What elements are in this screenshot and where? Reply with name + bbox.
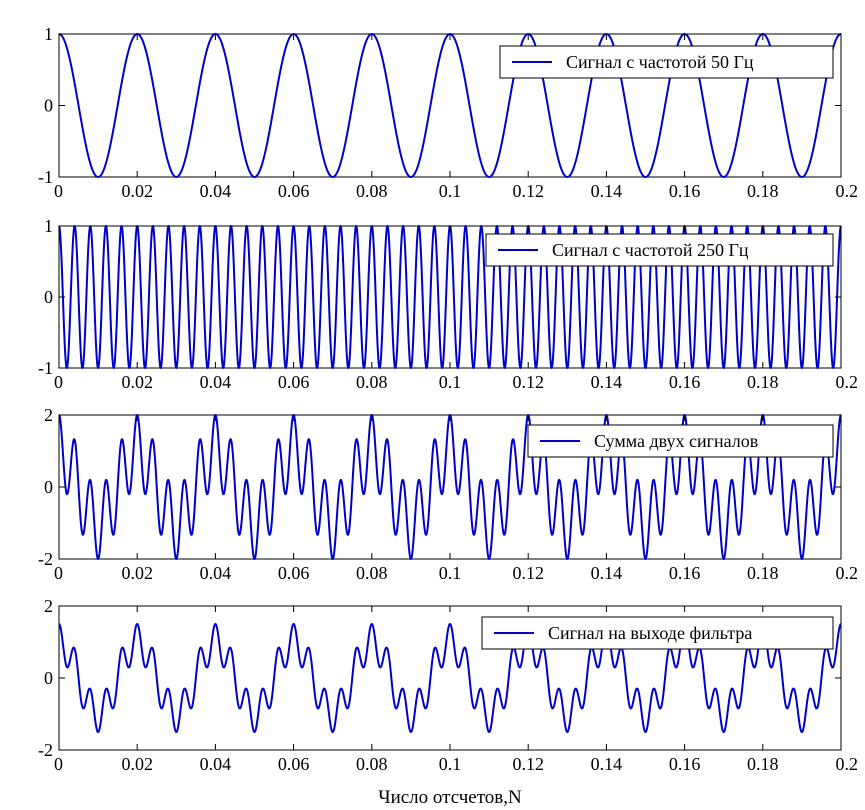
y-tick-label: 0 <box>44 96 53 116</box>
legend-box <box>485 233 834 267</box>
x-tick-label: 0.08 <box>356 181 388 201</box>
legend-label: Сигнал на выходе фильтра <box>548 623 752 643</box>
x-tick-label: 0.1 <box>439 181 462 201</box>
y-tick-label: 0 <box>44 477 53 497</box>
x-tick-label: 0.12 <box>512 754 544 774</box>
x-tick-label: 0.2 <box>836 754 859 774</box>
x-tick-label: 0.2 <box>836 372 859 392</box>
legend-label: Сумма двух сигналов <box>594 431 758 451</box>
y-tick-label: 1 <box>44 24 53 44</box>
x-tick-label: 0.16 <box>669 181 701 201</box>
legend: Сигнал с частотой 50 Гц <box>499 45 834 79</box>
x-tick-label: 0.14 <box>591 754 623 774</box>
x-tick-label: 0.06 <box>278 372 310 392</box>
legend: Сигнал на выходе фильтра <box>481 616 834 650</box>
x-tick-label: 0.12 <box>512 181 544 201</box>
x-tick-label: 0.1 <box>439 563 462 583</box>
x-tick-label: 0.18 <box>747 372 779 392</box>
signal-line <box>58 623 842 733</box>
x-tick-label: 0.12 <box>512 563 544 583</box>
y-tick-label: 2 <box>44 405 53 425</box>
x-tick-label: 0 <box>54 181 63 201</box>
y-tick-label: 0 <box>44 668 53 688</box>
x-tick-label: 0.08 <box>356 563 388 583</box>
legend: Сумма двух сигналов <box>527 424 834 458</box>
subplot-4: 0 0.02 0.04 0.06 0.08 0.1 0.12 0.14 0.16 0.18 0.2 -… <box>38 596 858 774</box>
y-tick-label: 2 <box>44 596 53 616</box>
x-tick-label: 0.06 <box>278 181 310 201</box>
legend-label: Сигнал с частотой 50 Гц <box>566 52 754 72</box>
x-tick-label: 0.06 <box>278 563 310 583</box>
y-tick-label: -1 <box>38 358 53 378</box>
legend-box <box>499 45 834 79</box>
x-tick-label: 0.18 <box>747 181 779 201</box>
x-tick-label: 0.02 <box>121 372 153 392</box>
y-tick-label: -2 <box>38 549 53 569</box>
x-tick-label: 0 <box>54 754 63 774</box>
x-tick-label: 0 <box>54 563 63 583</box>
x-tick-label: 0.02 <box>121 181 153 201</box>
x-tick-label: 0.16 <box>669 563 701 583</box>
y-tick-label: -1 <box>38 167 53 187</box>
subplot-2: 0 0.02 0.04 0.06 0.08 0.1 0.12 0.14 0.16 0.18 0.2 -… <box>38 216 858 392</box>
x-tick-label: 0.2 <box>836 181 859 201</box>
y-tick-label: 0 <box>44 287 53 307</box>
legend-box <box>481 616 834 650</box>
x-tick-label: 0.14 <box>591 563 623 583</box>
x-tick-label: 0.18 <box>747 754 779 774</box>
x-tick-label: 0.1 <box>439 372 462 392</box>
x-tick-label: 0.02 <box>121 563 153 583</box>
x-tick-label: 0.02 <box>121 754 153 774</box>
subplot-1: 0 0.02 0.04 0.06 0.08 0.1 0.12 0.14 0.16 0.18 0.2 -… <box>38 24 858 201</box>
x-tick-label: 0 <box>54 372 63 392</box>
subplot-3: 0 0.02 0.04 0.06 0.08 0.1 0.12 0.14 0.16 0.18 0.2 -… <box>38 405 858 583</box>
x-tick-label: 0.16 <box>669 372 701 392</box>
x-tick-label: 0.04 <box>200 181 232 201</box>
x-tick-label: 0.08 <box>356 754 388 774</box>
x-tick-label: 0.1 <box>439 754 462 774</box>
y-tick-label: -2 <box>38 740 53 760</box>
y-tick-label: 1 <box>44 216 53 236</box>
x-tick-label: 0.16 <box>669 754 701 774</box>
x-tick-label: 0.2 <box>836 563 859 583</box>
x-tick-label: 0.14 <box>591 181 623 201</box>
x-tick-label: 0.04 <box>200 563 232 583</box>
x-axis-label: Число отсчетов,N <box>378 787 522 808</box>
x-tick-label: 0.04 <box>200 372 232 392</box>
x-tick-label: 0.04 <box>200 754 232 774</box>
x-tick-label: 0.18 <box>747 563 779 583</box>
legend: Сигнал с частотой 250 Гц <box>485 233 834 267</box>
x-tick-label: 0.12 <box>512 372 544 392</box>
legend-label: Сигнал с частотой 250 Гц <box>552 240 749 260</box>
x-tick-label: 0.08 <box>356 372 388 392</box>
x-tick-label: 0.06 <box>278 754 310 774</box>
x-tick-label: 0.14 <box>591 372 623 392</box>
